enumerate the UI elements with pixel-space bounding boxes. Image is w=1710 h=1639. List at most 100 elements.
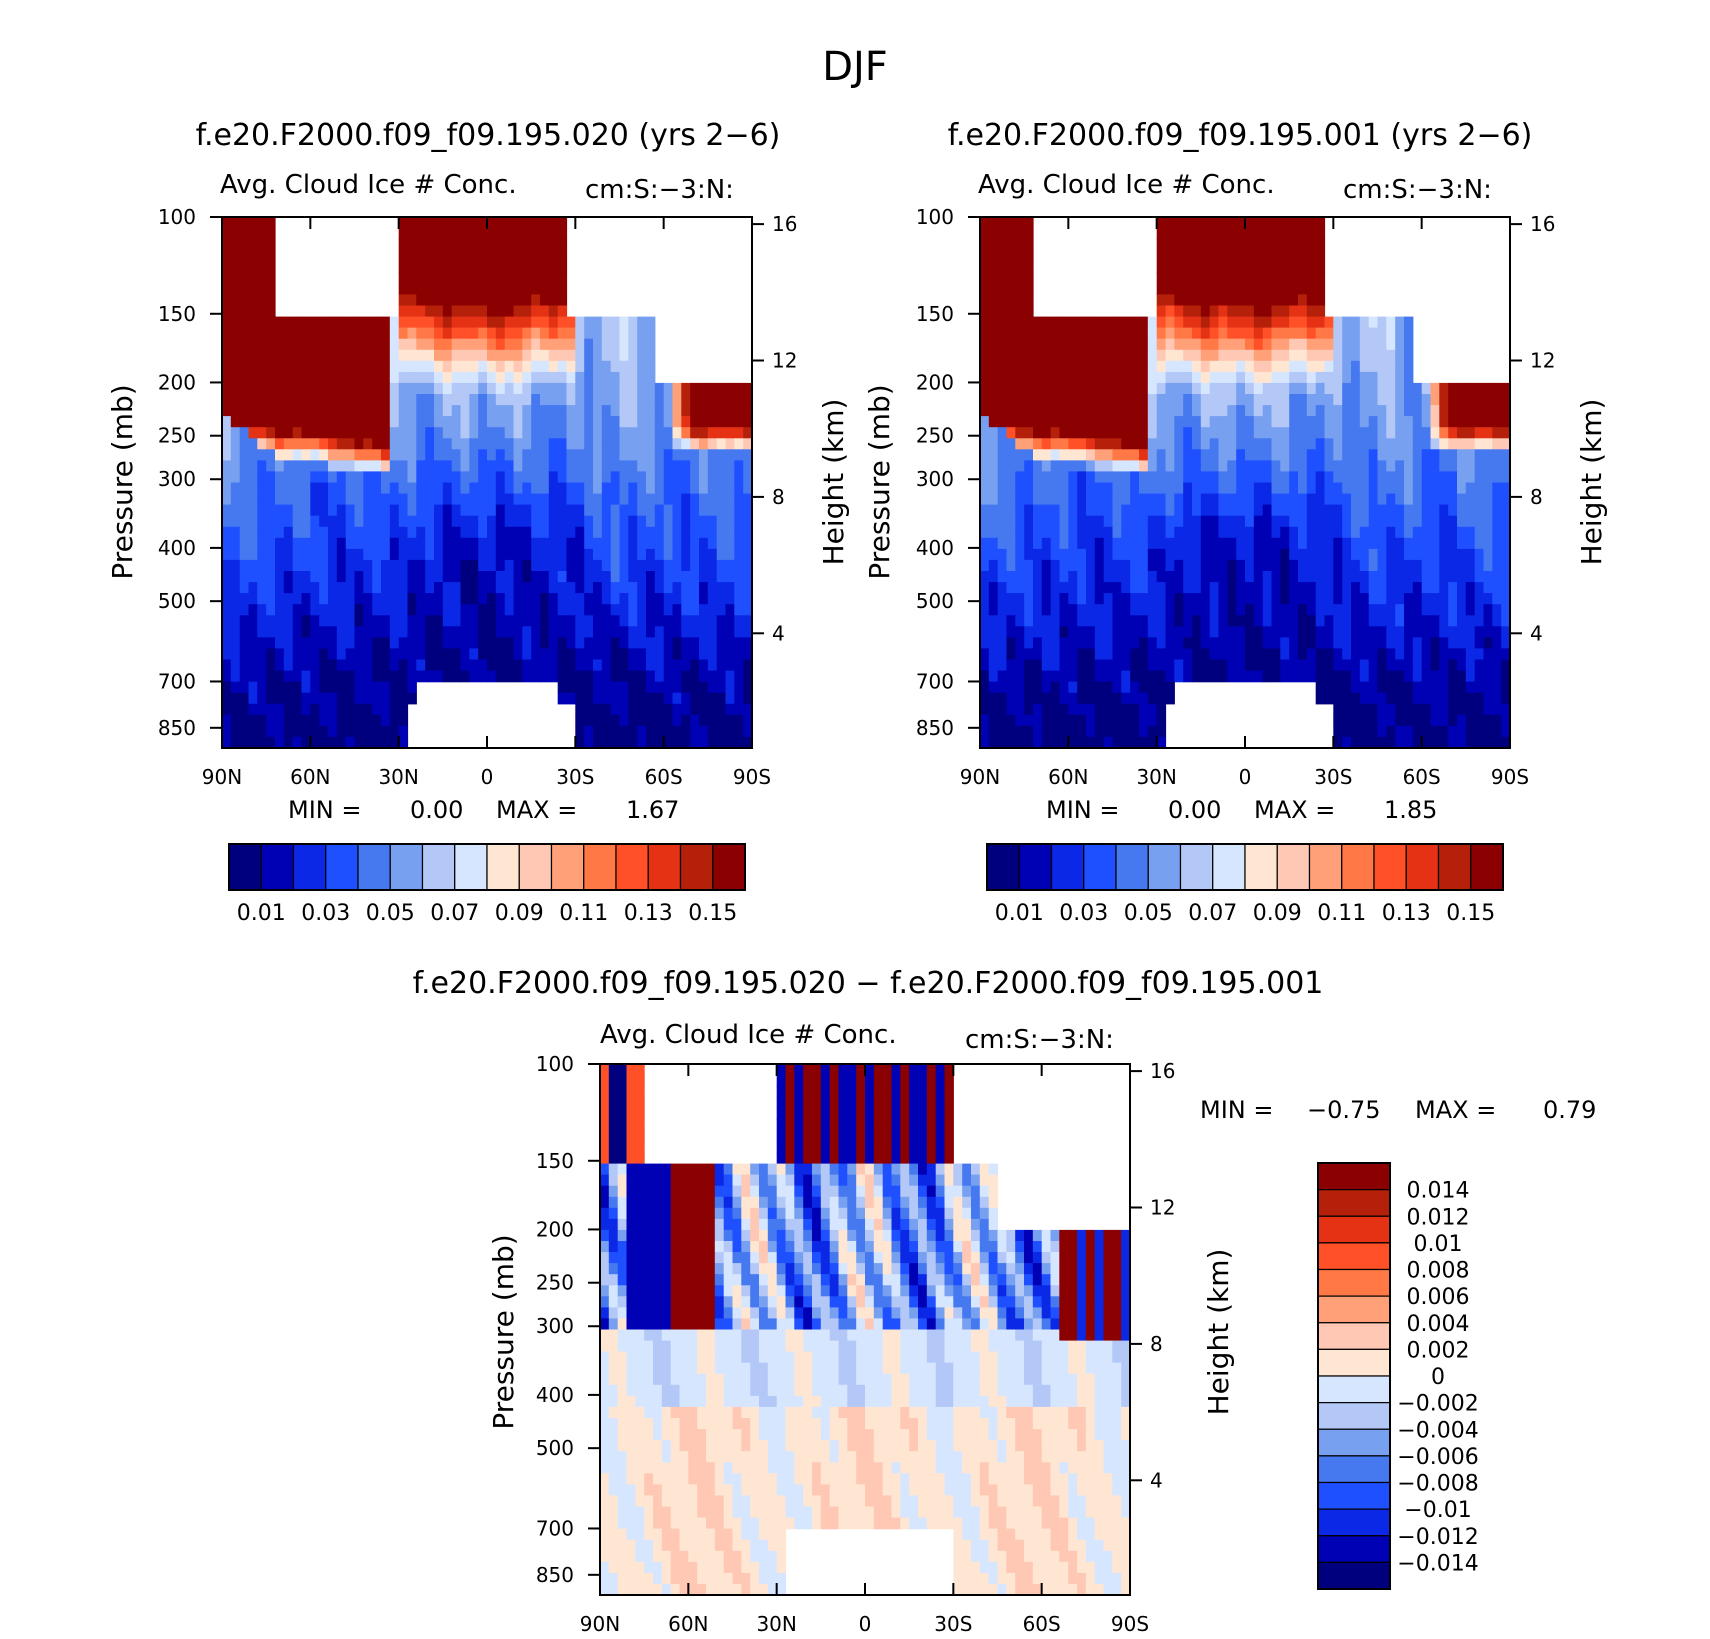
heatmap-cell bbox=[1174, 360, 1184, 373]
heatmap-cell bbox=[1139, 416, 1149, 428]
heatmap-cell bbox=[372, 460, 382, 473]
heatmap-cell bbox=[416, 239, 426, 251]
heatmap-cell bbox=[1024, 338, 1034, 351]
heatmap-cell bbox=[222, 736, 232, 749]
heatmap-cell bbox=[1333, 360, 1343, 373]
heatmap-cell bbox=[628, 438, 638, 450]
heatmap-cell bbox=[1404, 725, 1414, 738]
heatmap-cell bbox=[266, 482, 276, 495]
heatmap-cell bbox=[1200, 670, 1211, 683]
heatmap-cell bbox=[1262, 626, 1273, 638]
heatmap-cell bbox=[257, 239, 267, 251]
heatmap-cell bbox=[980, 615, 990, 627]
heatmap-cell bbox=[1271, 427, 1281, 439]
heatmap-cell bbox=[540, 471, 550, 484]
heatmap-cell bbox=[980, 571, 990, 583]
heatmap-cell bbox=[1333, 648, 1343, 661]
heatmap-cell bbox=[1050, 338, 1061, 351]
heatmap-cell bbox=[540, 217, 550, 229]
heatmap-cell bbox=[980, 593, 990, 605]
heatmap-cell bbox=[319, 615, 329, 627]
heatmap-cell bbox=[672, 471, 682, 484]
heatmap-cell bbox=[610, 626, 621, 638]
heatmap-cell bbox=[743, 438, 753, 450]
heatmap-cell bbox=[646, 725, 656, 738]
heatmap-cell bbox=[345, 659, 356, 672]
heatmap-cell bbox=[1218, 283, 1228, 296]
heatmap-cell bbox=[1324, 438, 1334, 450]
heatmap-cell bbox=[407, 626, 417, 638]
heatmap-cell bbox=[1448, 593, 1458, 605]
heatmap-cell bbox=[725, 703, 735, 716]
heatmap-cell bbox=[504, 482, 515, 495]
heatmap-cell bbox=[381, 537, 391, 550]
heatmap-cell bbox=[301, 615, 311, 627]
heatmap-cell bbox=[1315, 349, 1326, 362]
heatmap-cell bbox=[1059, 736, 1069, 749]
heatmap-cell bbox=[451, 460, 462, 473]
heatmap-cell bbox=[1395, 604, 1405, 616]
heatmap-cell bbox=[610, 615, 621, 627]
heatmap-cell bbox=[257, 272, 267, 284]
heatmap-cell bbox=[1068, 316, 1078, 329]
heatmap-cell bbox=[601, 482, 612, 495]
heatmap-cell bbox=[593, 526, 603, 539]
heatmap-cell bbox=[716, 548, 727, 561]
heatmap-cell bbox=[1262, 427, 1273, 439]
heatmap-cell bbox=[1333, 405, 1343, 417]
heatmap-cell bbox=[1094, 526, 1105, 539]
heatmap-cell bbox=[425, 515, 435, 528]
heatmap-cell bbox=[1404, 559, 1414, 572]
heatmap-cell bbox=[725, 659, 735, 672]
heatmap-cell bbox=[531, 482, 541, 495]
heatmap-cell bbox=[328, 427, 338, 439]
heatmap-cell bbox=[1147, 349, 1158, 362]
heatmap-cell bbox=[248, 526, 258, 539]
heatmap-cell bbox=[1086, 736, 1096, 749]
heatmap-cell bbox=[672, 681, 682, 694]
heatmap-cell bbox=[672, 703, 682, 716]
heatmap-cell bbox=[1404, 416, 1414, 428]
heatmap-cell bbox=[1130, 648, 1140, 661]
heatmap-cell bbox=[1245, 449, 1255, 461]
heatmap-cell bbox=[1289, 648, 1299, 661]
heatmap-cell bbox=[619, 681, 629, 694]
heatmap-cell bbox=[407, 360, 417, 373]
heatmap-cell bbox=[1077, 659, 1087, 672]
heatmap-cell bbox=[336, 493, 347, 506]
heatmap-cell bbox=[425, 593, 435, 605]
heatmap-cell bbox=[1386, 349, 1396, 362]
heatmap-cell bbox=[1024, 327, 1034, 340]
heatmap-cell bbox=[522, 582, 532, 594]
heatmap-cell bbox=[1262, 449, 1273, 461]
heatmap-cell bbox=[646, 394, 656, 406]
heatmap-cell bbox=[1253, 637, 1264, 650]
heatmap-cell bbox=[363, 526, 373, 539]
heatmap-cell bbox=[239, 537, 250, 550]
heatmap-cell bbox=[1315, 582, 1326, 594]
heatmap-cell bbox=[707, 615, 718, 627]
heatmap-cell bbox=[1245, 338, 1255, 351]
heatmap-cell bbox=[734, 559, 744, 572]
heatmap-cell bbox=[1130, 394, 1140, 406]
heatmap-cell bbox=[1077, 548, 1087, 561]
heatmap-cell bbox=[672, 416, 682, 428]
heatmap-cell bbox=[1368, 382, 1379, 395]
heatmap-cell bbox=[593, 438, 603, 450]
heatmap-cell bbox=[1227, 559, 1237, 572]
heatmap-cell bbox=[557, 526, 568, 539]
heatmap-cell bbox=[540, 283, 550, 296]
heatmap-cell bbox=[292, 471, 303, 484]
heatmap-cell bbox=[540, 416, 550, 428]
heatmap-cell bbox=[381, 382, 391, 395]
heatmap-cell bbox=[1439, 537, 1449, 550]
heatmap-cell bbox=[1342, 670, 1352, 683]
heatmap-cell bbox=[513, 526, 523, 539]
heatmap-cell bbox=[1015, 228, 1025, 240]
heatmap-cell bbox=[743, 504, 753, 517]
heatmap-cell bbox=[575, 416, 585, 428]
heatmap-cell bbox=[257, 305, 267, 318]
heatmap-cell bbox=[257, 349, 267, 362]
heatmap-cell bbox=[1006, 648, 1016, 661]
heatmap-cell bbox=[1059, 548, 1069, 561]
